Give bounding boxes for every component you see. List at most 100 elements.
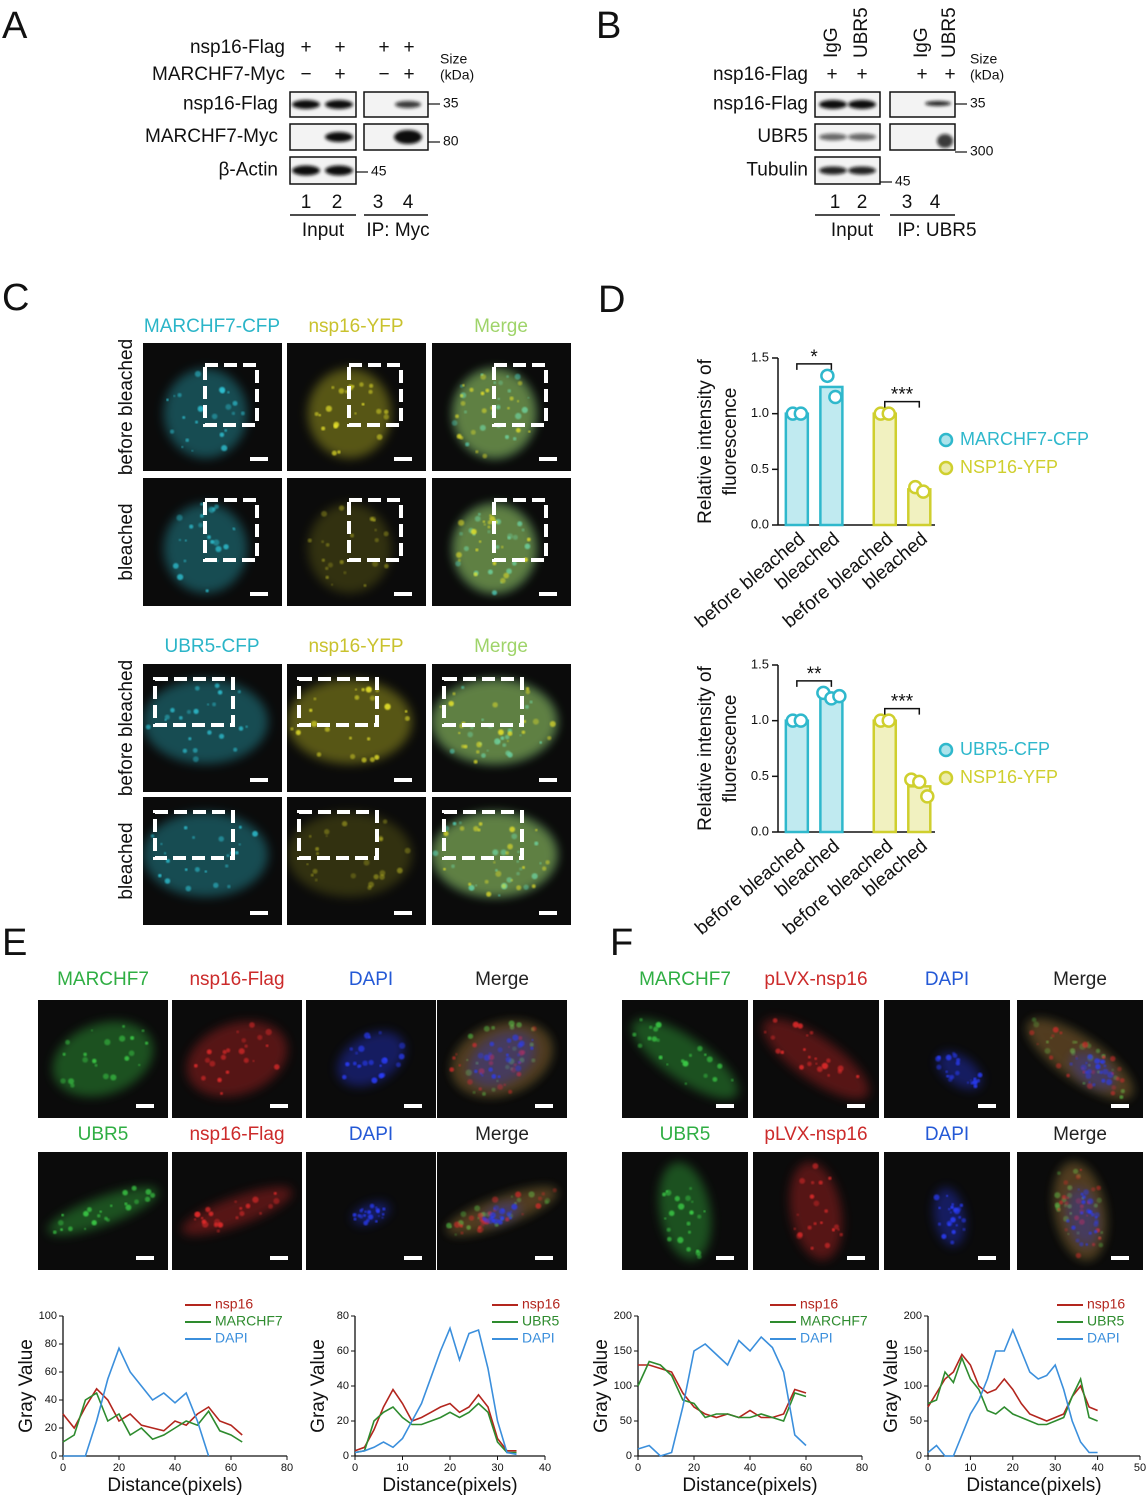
band — [292, 100, 320, 109]
puncta — [314, 412, 319, 417]
puncta — [380, 1072, 386, 1078]
x-tick-label: 60 — [225, 1462, 237, 1474]
puncta — [398, 1053, 405, 1060]
puncta — [1064, 1228, 1068, 1232]
condition-sign: − — [378, 64, 389, 85]
puncta — [487, 525, 491, 529]
puncta — [198, 522, 203, 528]
puncta — [218, 836, 225, 842]
puncta — [439, 705, 442, 709]
puncta — [225, 1070, 230, 1074]
cell-signal — [143, 812, 269, 897]
puncta — [163, 852, 167, 855]
puncta — [813, 1200, 820, 1207]
channel-label: MARCHF7 — [57, 969, 149, 990]
puncta — [1107, 1071, 1114, 1079]
puncta — [518, 1040, 525, 1047]
puncta — [199, 513, 204, 518]
puncta — [110, 1074, 117, 1081]
band — [848, 100, 876, 109]
profile-line — [62, 1387, 243, 1436]
puncta — [371, 1077, 378, 1084]
bleach-roi — [492, 498, 548, 562]
puncta — [505, 1056, 512, 1063]
x-tick-label: 20 — [444, 1462, 456, 1474]
y-tick-label: 80 — [337, 1310, 349, 1322]
puncta — [173, 394, 176, 398]
legend-swatch — [938, 460, 954, 476]
legend-label: nsp16 — [1087, 1296, 1125, 1312]
puncta — [1075, 1238, 1080, 1243]
puncta — [217, 1077, 222, 1083]
puncta — [192, 747, 198, 753]
puncta — [1086, 1069, 1092, 1075]
puncta — [268, 1203, 274, 1209]
puncta — [483, 1054, 491, 1061]
puncta — [456, 433, 462, 439]
signal — [432, 679, 558, 764]
puncta — [486, 891, 492, 897]
condition-sign: + — [944, 64, 955, 85]
puncta — [697, 1045, 703, 1052]
puncta — [549, 721, 556, 728]
puncta — [404, 847, 411, 854]
puncta — [227, 884, 231, 889]
puncta — [368, 881, 375, 888]
puncta — [493, 519, 496, 522]
puncta — [359, 382, 364, 387]
puncta — [492, 702, 498, 708]
data-point — [793, 406, 809, 421]
puncta — [208, 1211, 214, 1217]
puncta — [238, 843, 241, 846]
puncta — [355, 1051, 359, 1055]
puncta — [473, 825, 479, 832]
bar — [819, 385, 844, 527]
band — [394, 130, 422, 144]
puncta — [443, 867, 446, 871]
puncta — [384, 703, 391, 710]
puncta — [972, 1079, 978, 1085]
puncta — [240, 411, 245, 416]
puncta — [325, 542, 330, 547]
puncta — [936, 1064, 942, 1070]
puncta — [818, 1180, 823, 1185]
puncta — [803, 1048, 806, 1051]
puncta — [1048, 1055, 1054, 1060]
puncta — [217, 690, 223, 695]
puncta — [1071, 1225, 1076, 1230]
puncta — [516, 885, 522, 891]
condition-sign: + — [826, 64, 837, 85]
puncta — [488, 1052, 492, 1056]
puncta — [350, 754, 356, 760]
puncta — [809, 1030, 814, 1035]
puncta — [542, 866, 547, 871]
marker-label: 35 — [443, 95, 459, 111]
puncta — [687, 1230, 692, 1234]
puncta — [498, 1208, 506, 1215]
puncta — [359, 1064, 362, 1068]
puncta — [352, 385, 355, 388]
puncta — [376, 408, 382, 415]
puncta — [354, 688, 358, 691]
significance-bracket — [796, 363, 833, 370]
puncta — [83, 1210, 89, 1217]
puncta — [959, 1203, 964, 1208]
puncta — [150, 834, 155, 838]
puncta — [144, 1041, 149, 1045]
puncta — [232, 400, 238, 406]
puncta — [503, 572, 510, 579]
puncta — [497, 1047, 503, 1053]
puncta — [666, 1063, 669, 1066]
puncta — [220, 1091, 224, 1095]
puncta — [474, 1069, 478, 1074]
signal — [933, 1187, 967, 1247]
significance-label: * — [810, 347, 818, 368]
y-tick-label: 40 — [337, 1380, 349, 1392]
puncta — [207, 535, 211, 540]
puncta — [245, 725, 248, 728]
bar — [784, 412, 810, 527]
puncta — [183, 825, 188, 830]
condition-sign: + — [334, 37, 345, 58]
y-tick-label: 0.5 — [751, 768, 769, 783]
channel-label: DAPI — [925, 969, 969, 990]
